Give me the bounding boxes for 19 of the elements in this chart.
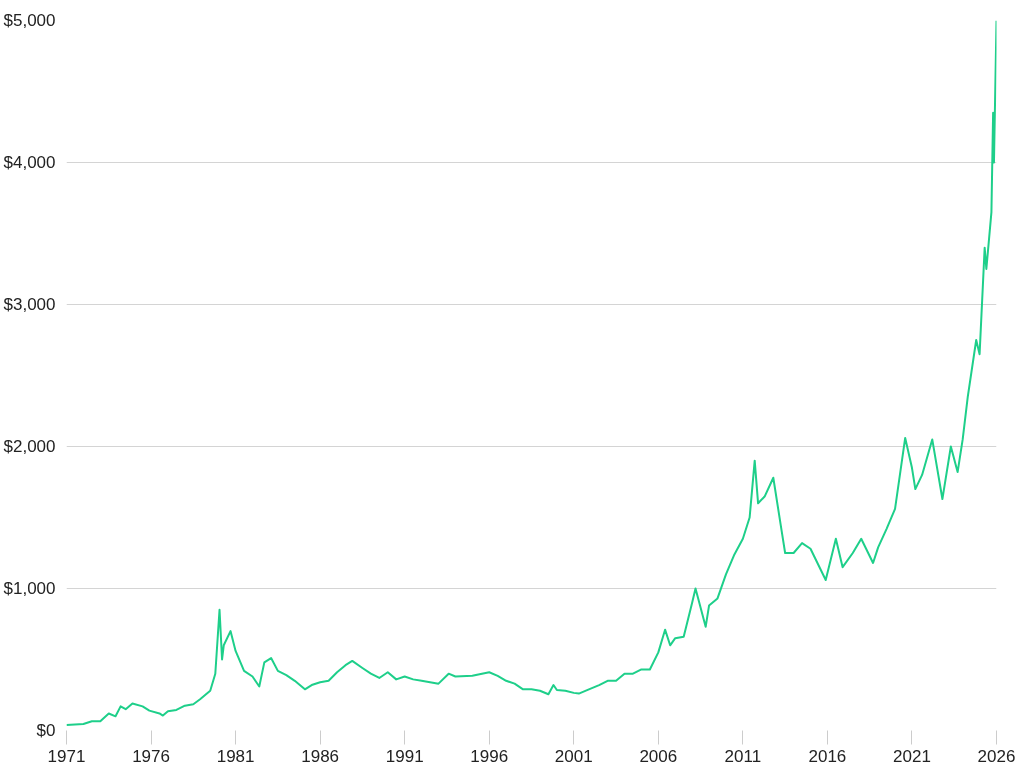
y-tick-label: $3,000	[3, 295, 56, 314]
x-tick-label: 1971	[47, 746, 86, 766]
x-tick-label: 1976	[132, 746, 170, 766]
y-tick-label: $1,000	[3, 579, 56, 598]
line-series	[66, 20, 997, 727]
x-tick-label: 2011	[724, 746, 762, 766]
x-tick-label: 2016	[808, 746, 847, 766]
y-tick-label: $4,000	[3, 153, 56, 172]
y-tick-label: $0	[36, 721, 56, 740]
x-tick-label: 2006	[639, 746, 678, 766]
x-tick-label: 2021	[893, 746, 931, 766]
x-tick-label: 1981	[216, 746, 255, 766]
x-tick-label: 1991	[385, 746, 424, 766]
y-tick-label: $5,000	[3, 11, 56, 30]
x-tick-label: 1996	[470, 746, 509, 766]
x-tick-label: 2026	[977, 746, 1016, 766]
y-tick-label: $2,000	[3, 437, 56, 456]
x-tick-label: 1986	[301, 746, 340, 766]
x-tick-label: 2001	[554, 746, 593, 766]
